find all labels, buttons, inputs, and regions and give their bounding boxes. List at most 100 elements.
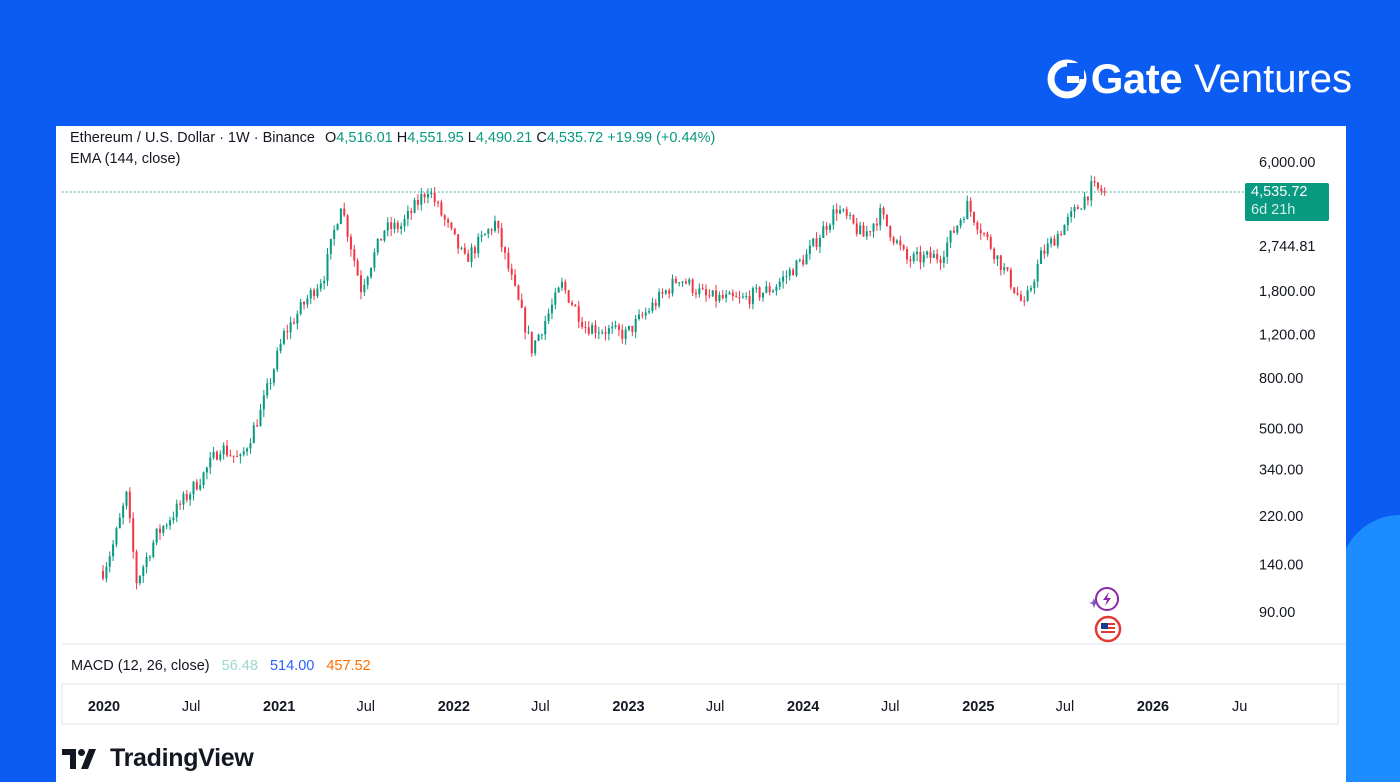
candle-body (698, 288, 701, 295)
lightning-icon[interactable] (1088, 584, 1122, 614)
tradingview-wordmark: TradingView (110, 744, 254, 772)
us-flag-icon[interactable] (1094, 615, 1122, 643)
x-tick-label: 2021 (263, 699, 295, 715)
candle-body (839, 209, 842, 214)
candle-body (440, 202, 443, 216)
candle-body (969, 200, 972, 213)
candle-body (989, 237, 992, 249)
candle-body (299, 302, 302, 314)
candle-body (483, 233, 486, 236)
tradingview-logo: TradingView (62, 744, 254, 773)
ema-indicator-label[interactable]: EMA (144, close) (70, 151, 181, 167)
high-value: 4,551.95 (407, 130, 464, 146)
candle-body (239, 454, 242, 457)
candle-body (798, 259, 801, 261)
candle-body (373, 252, 376, 268)
candle-body (909, 259, 912, 262)
candle-body (303, 302, 306, 305)
legend-row: Ethereum / U.S. Dollar · 1W · Binance O4… (70, 130, 715, 146)
candle-body (189, 494, 192, 500)
candle-body (102, 570, 105, 579)
chart-card: 6,000.00 2,744.81 1,800.00 1,200.00 800.00 50… (56, 126, 1346, 782)
candle-body (694, 292, 697, 295)
x-tick-label: Ju (1232, 699, 1247, 715)
candle-body (175, 503, 178, 518)
candle-body (782, 276, 785, 282)
gate-ventures-logo: Gate Ventures (1047, 55, 1352, 103)
candle-body (259, 409, 262, 427)
candle-body (473, 247, 476, 254)
x-tick-label: Jul (881, 699, 900, 715)
candle-body (721, 295, 724, 299)
candle-body (326, 253, 329, 281)
candle-body (115, 528, 118, 545)
candle-body (497, 220, 500, 229)
candle-body (1009, 269, 1012, 288)
candle-body (778, 281, 781, 287)
candle-body (875, 223, 878, 226)
candle-body (594, 325, 597, 333)
y-tick-label: 1,200.00 (1259, 327, 1315, 343)
candle-body (932, 253, 935, 258)
x-tick-label: 2025 (962, 699, 994, 715)
candle-body (926, 251, 929, 255)
candle-body (577, 306, 580, 322)
candle-body (1050, 238, 1053, 244)
price-chart[interactable]: 6,000.00 2,744.81 1,800.00 1,200.00 800.00 50… (56, 126, 1346, 782)
candle-body (467, 253, 470, 262)
candle-body (949, 230, 952, 243)
candle-body (396, 222, 399, 229)
candle-body (343, 208, 346, 216)
candle-body (768, 286, 771, 293)
candle-body (708, 295, 711, 297)
candle-body (557, 287, 560, 293)
candle-body (212, 451, 215, 458)
candle-body (815, 238, 818, 247)
candle-body (1100, 188, 1103, 192)
candle-body (852, 214, 855, 224)
candle-body (386, 222, 389, 231)
candle-body (359, 275, 362, 293)
candle-body (132, 518, 135, 552)
candle-body (122, 505, 125, 518)
candle-body (1080, 208, 1083, 210)
high-label: H (396, 130, 408, 146)
candle-body (400, 226, 403, 229)
candle-body (906, 248, 909, 260)
candle-body (1029, 288, 1032, 291)
candle-body (745, 295, 748, 297)
x-tick-label: Jul (1056, 699, 1075, 715)
candle-body (1019, 294, 1022, 301)
candle-body (550, 304, 553, 314)
candle-body (1076, 206, 1079, 210)
candle-body (544, 320, 547, 335)
candle-body (339, 208, 342, 225)
candle-body (336, 224, 339, 230)
candle-body (1006, 267, 1009, 270)
x-tick-label: 2026 (1137, 699, 1169, 715)
candle-body (654, 302, 657, 306)
candle-body (741, 296, 744, 298)
candle-body (540, 334, 543, 336)
candle-body (514, 274, 517, 286)
candle-body (138, 575, 141, 584)
candle-body (731, 292, 734, 297)
candle-body (617, 325, 620, 330)
candle-body (229, 455, 232, 457)
low-label: L (467, 130, 476, 146)
candle-body (145, 557, 148, 567)
x-tick-label: 2022 (438, 699, 470, 715)
candle-body (504, 247, 507, 253)
candle-body (272, 369, 275, 383)
candle-body (627, 325, 630, 330)
candle-body (1086, 196, 1089, 201)
candle-body (859, 225, 862, 234)
macd-indicator-label[interactable]: MACD (12, 26, close) 56.48 514.00 457.52 (71, 658, 371, 674)
candle-body (658, 292, 661, 306)
symbol-label[interactable]: Ethereum / U.S. Dollar · 1W · Binance (70, 130, 315, 146)
candle-body (1093, 181, 1096, 183)
low-value: 4,490.21 (475, 130, 533, 146)
candle-body (822, 226, 825, 238)
candle-body (952, 230, 955, 233)
candle-body (832, 209, 835, 225)
